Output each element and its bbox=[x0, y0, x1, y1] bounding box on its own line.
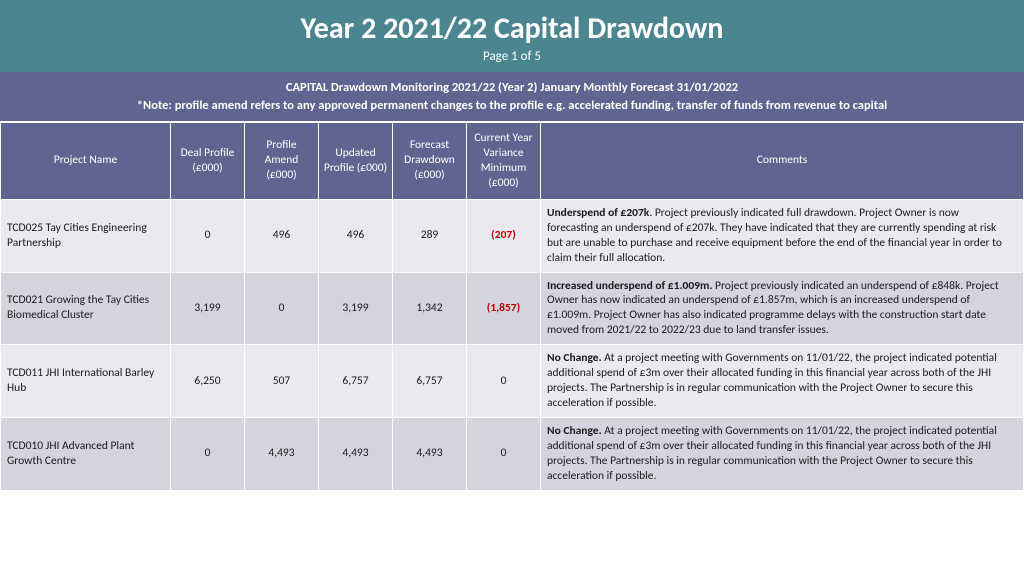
table-row: TCD025 Tay Cities Engineering Partnershi… bbox=[1, 199, 1024, 272]
cell-comment: No Change. At a project meeting with Gov… bbox=[541, 418, 1024, 491]
cell-forecast: 4,493 bbox=[393, 418, 467, 491]
cell-amend: 496 bbox=[245, 199, 319, 272]
cell-comment: Underspend of £207k. Project previously … bbox=[541, 199, 1024, 272]
cell-comment: No Change. At a project meeting with Gov… bbox=[541, 345, 1024, 418]
table-banner: CAPITAL Drawdown Monitoring 2021/22 (Yea… bbox=[0, 72, 1024, 122]
comment-body: At a project meeting with Governments on… bbox=[547, 351, 997, 410]
page-subtitle: Page 1 of 5 bbox=[0, 49, 1024, 64]
col-project-name: Project Name bbox=[1, 123, 171, 200]
cell-variance: (1,857) bbox=[467, 272, 541, 345]
cell-project-name: TCD025 Tay Cities Engineering Partnershi… bbox=[1, 199, 171, 272]
table-row: TCD021 Growing the Tay Cities Biomedical… bbox=[1, 272, 1024, 345]
comment-lead: No Change. bbox=[547, 351, 602, 365]
cell-amend: 4,493 bbox=[245, 418, 319, 491]
cell-forecast: 1,342 bbox=[393, 272, 467, 345]
comment-lead: Increased underspend of £1.009m. bbox=[547, 279, 712, 293]
comment-body: At a project meeting with Governments on… bbox=[547, 424, 997, 483]
table-row: TCD010 JHI Advanced Plant Growth Centre0… bbox=[1, 418, 1024, 491]
cell-variance: 0 bbox=[467, 345, 541, 418]
col-deal-profile: Deal Profile (£000) bbox=[171, 123, 245, 200]
cell-comment: Increased underspend of £1.009m. Project… bbox=[541, 272, 1024, 345]
cell-deal: 3,199 bbox=[171, 272, 245, 345]
col-updated-profile: Updated Profile (£000) bbox=[319, 123, 393, 200]
cell-forecast: 289 bbox=[393, 199, 467, 272]
col-comments: Comments bbox=[541, 123, 1024, 200]
cell-amend: 0 bbox=[245, 272, 319, 345]
cell-deal: 6,250 bbox=[171, 345, 245, 418]
cell-updated: 6,757 bbox=[319, 345, 393, 418]
banner-line-2: *Note: profile amend refers to any appro… bbox=[20, 97, 1004, 115]
col-profile-amend: Profile Amend (£000) bbox=[245, 123, 319, 200]
table-row: TCD011 JHI International Barley Hub6,250… bbox=[1, 345, 1024, 418]
cell-updated: 3,199 bbox=[319, 272, 393, 345]
comment-lead: Underspend of £207k bbox=[547, 206, 649, 220]
cell-updated: 4,493 bbox=[319, 418, 393, 491]
cell-variance: 0 bbox=[467, 418, 541, 491]
col-variance: Current Year Variance Minimum (£000) bbox=[467, 123, 541, 200]
cell-amend: 507 bbox=[245, 345, 319, 418]
comment-lead: No Change. bbox=[547, 424, 602, 438]
page-title: Year 2 2021/22 Capital Drawdown bbox=[0, 10, 1024, 47]
table-header-row: Project Name Deal Profile (£000) Profile… bbox=[1, 123, 1024, 200]
drawdown-table: Project Name Deal Profile (£000) Profile… bbox=[0, 122, 1024, 491]
cell-deal: 0 bbox=[171, 418, 245, 491]
cell-updated: 496 bbox=[319, 199, 393, 272]
cell-project-name: TCD011 JHI International Barley Hub bbox=[1, 345, 171, 418]
page-header: Year 2 2021/22 Capital Drawdown Page 1 o… bbox=[0, 0, 1024, 72]
col-forecast-drawdown: Forecast Drawdown (£000) bbox=[393, 123, 467, 200]
cell-deal: 0 bbox=[171, 199, 245, 272]
banner-line-1: CAPITAL Drawdown Monitoring 2021/22 (Yea… bbox=[20, 79, 1004, 97]
cell-project-name: TCD021 Growing the Tay Cities Biomedical… bbox=[1, 272, 171, 345]
cell-forecast: 6,757 bbox=[393, 345, 467, 418]
cell-project-name: TCD010 JHI Advanced Plant Growth Centre bbox=[1, 418, 171, 491]
cell-variance: (207) bbox=[467, 199, 541, 272]
